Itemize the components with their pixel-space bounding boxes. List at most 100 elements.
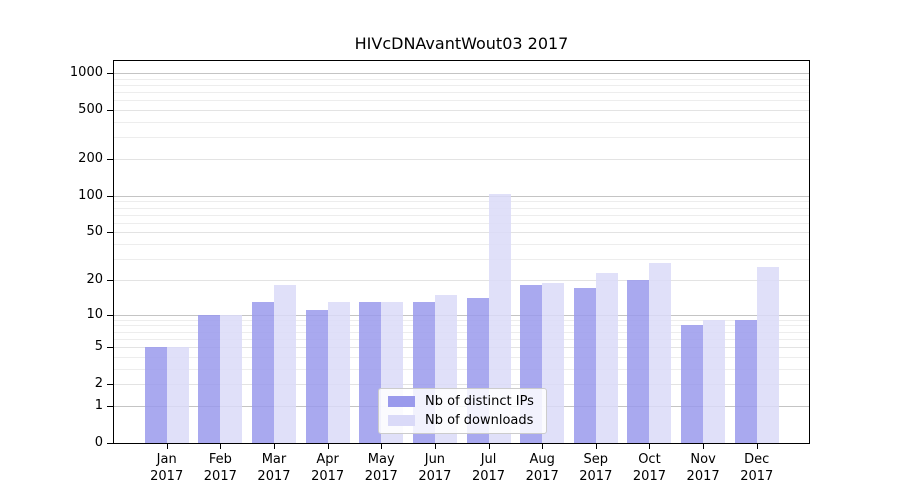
x-tick-mark (327, 444, 329, 449)
y-tick-label: 500 (78, 102, 103, 118)
y-tick-mark (107, 314, 113, 316)
y-tick-label: 0 (94, 435, 103, 450)
bar-distinct-ips (734, 319, 757, 443)
x-tick-label: Nov 2017 (686, 452, 720, 484)
minor-gridline (114, 331, 809, 333)
y-tick-label: 50 (86, 224, 103, 240)
bar-downloads (220, 314, 243, 443)
minor-gridline (114, 338, 809, 340)
x-tick-mark (434, 444, 436, 449)
bar-distinct-ips (251, 301, 274, 443)
bar-downloads (649, 262, 672, 443)
minor-gridline (114, 207, 809, 209)
x-tick-mark (703, 444, 705, 449)
bar-downloads (273, 285, 296, 443)
chart-title: HIVcDNAvantWout03 2017 (354, 34, 569, 53)
major-gridline (114, 384, 809, 386)
minor-gridline (114, 325, 809, 327)
legend-swatch-downloads (388, 415, 415, 426)
x-tick-mark (381, 444, 383, 449)
bar-downloads (166, 347, 189, 443)
x-tick-label: Dec 2017 (740, 452, 774, 484)
y-tick-mark (107, 232, 113, 234)
bar-distinct-ips (627, 279, 650, 443)
x-tick-label: Oct 2017 (632, 452, 666, 484)
minor-gridline (114, 100, 809, 102)
bar-distinct-ips (359, 301, 382, 443)
y-tick-label: 1 (94, 397, 103, 413)
minor-gridline (114, 259, 809, 261)
bar-distinct-ips (681, 325, 704, 443)
y-tick-label: 100 (78, 187, 103, 203)
x-tick-label: Jan 2017 (150, 452, 184, 484)
x-tick-label: Jul 2017 (471, 452, 506, 484)
x-tick-label: Mar 2017 (257, 452, 291, 484)
plot-area (113, 60, 810, 444)
minor-gridline (114, 201, 809, 203)
y-tick-mark (107, 347, 113, 349)
y-tick-mark (107, 110, 113, 112)
bar-distinct-ips (305, 309, 328, 443)
legend-label-downloads: Nb of downloads (425, 413, 534, 428)
major-gridline (114, 314, 809, 316)
x-tick-mark (166, 444, 168, 449)
y-tick-label: 10 (86, 306, 103, 322)
x-tick-label: Apr 2017 (311, 452, 345, 484)
legend-item-downloads: Nb of downloads (388, 413, 537, 428)
minor-gridline (114, 92, 809, 94)
y-tick-mark (107, 384, 113, 386)
x-tick-mark (220, 444, 222, 449)
bar-downloads (542, 282, 565, 443)
bar-downloads (756, 266, 779, 443)
x-tick-mark (273, 444, 275, 449)
major-gridline (114, 232, 809, 234)
y-tick-label: 200 (78, 151, 103, 167)
minor-gridline (114, 122, 809, 124)
major-gridline (114, 159, 809, 161)
bar-distinct-ips (573, 288, 596, 443)
major-gridline (114, 110, 809, 112)
legend-swatch-distinct-ips (388, 396, 415, 407)
x-tick-label: May 2017 (364, 452, 398, 484)
bar-downloads (488, 194, 511, 443)
bar-downloads (327, 301, 350, 443)
y-tick-mark (107, 405, 113, 407)
x-tick-label: Aug 2017 (525, 452, 559, 484)
y-tick-label: 1000 (69, 65, 103, 81)
bar-downloads (703, 319, 726, 443)
y-tick-label: 2 (94, 376, 103, 392)
major-gridline (114, 195, 809, 197)
y-tick-mark (107, 195, 113, 197)
y-tick-mark (107, 443, 113, 444)
major-gridline (114, 279, 809, 281)
bar-downloads (595, 272, 618, 443)
y-tick-mark (107, 159, 113, 161)
legend: Nb of distinct IPs Nb of downloads (378, 388, 547, 434)
minor-gridline (114, 137, 809, 139)
x-tick-mark (595, 444, 597, 449)
minor-gridline (114, 214, 809, 216)
bar-distinct-ips (198, 314, 221, 443)
x-tick-mark (488, 444, 490, 449)
minor-gridline (114, 78, 809, 80)
y-tick-label: 5 (94, 339, 103, 355)
minor-gridline (114, 368, 809, 370)
y-tick-mark (107, 73, 113, 75)
x-tick-mark (649, 444, 651, 449)
minor-gridline (114, 84, 809, 86)
y-tick-mark (107, 279, 113, 281)
x-tick-mark (756, 444, 758, 449)
y-tick-label: 20 (86, 271, 103, 287)
legend-item-distinct-ips: Nb of distinct IPs (388, 394, 537, 409)
legend-label-distinct-ips: Nb of distinct IPs (425, 394, 534, 409)
x-tick-label: Jun 2017 (418, 452, 452, 484)
x-tick-label: Sep 2017 (579, 452, 613, 484)
major-gridline (114, 73, 809, 75)
minor-gridline (114, 244, 809, 246)
x-tick-label: Feb 2017 (203, 452, 237, 484)
minor-gridline (114, 356, 809, 358)
major-gridline (114, 347, 809, 349)
bar-distinct-ips (144, 347, 167, 443)
x-tick-mark (542, 444, 544, 449)
